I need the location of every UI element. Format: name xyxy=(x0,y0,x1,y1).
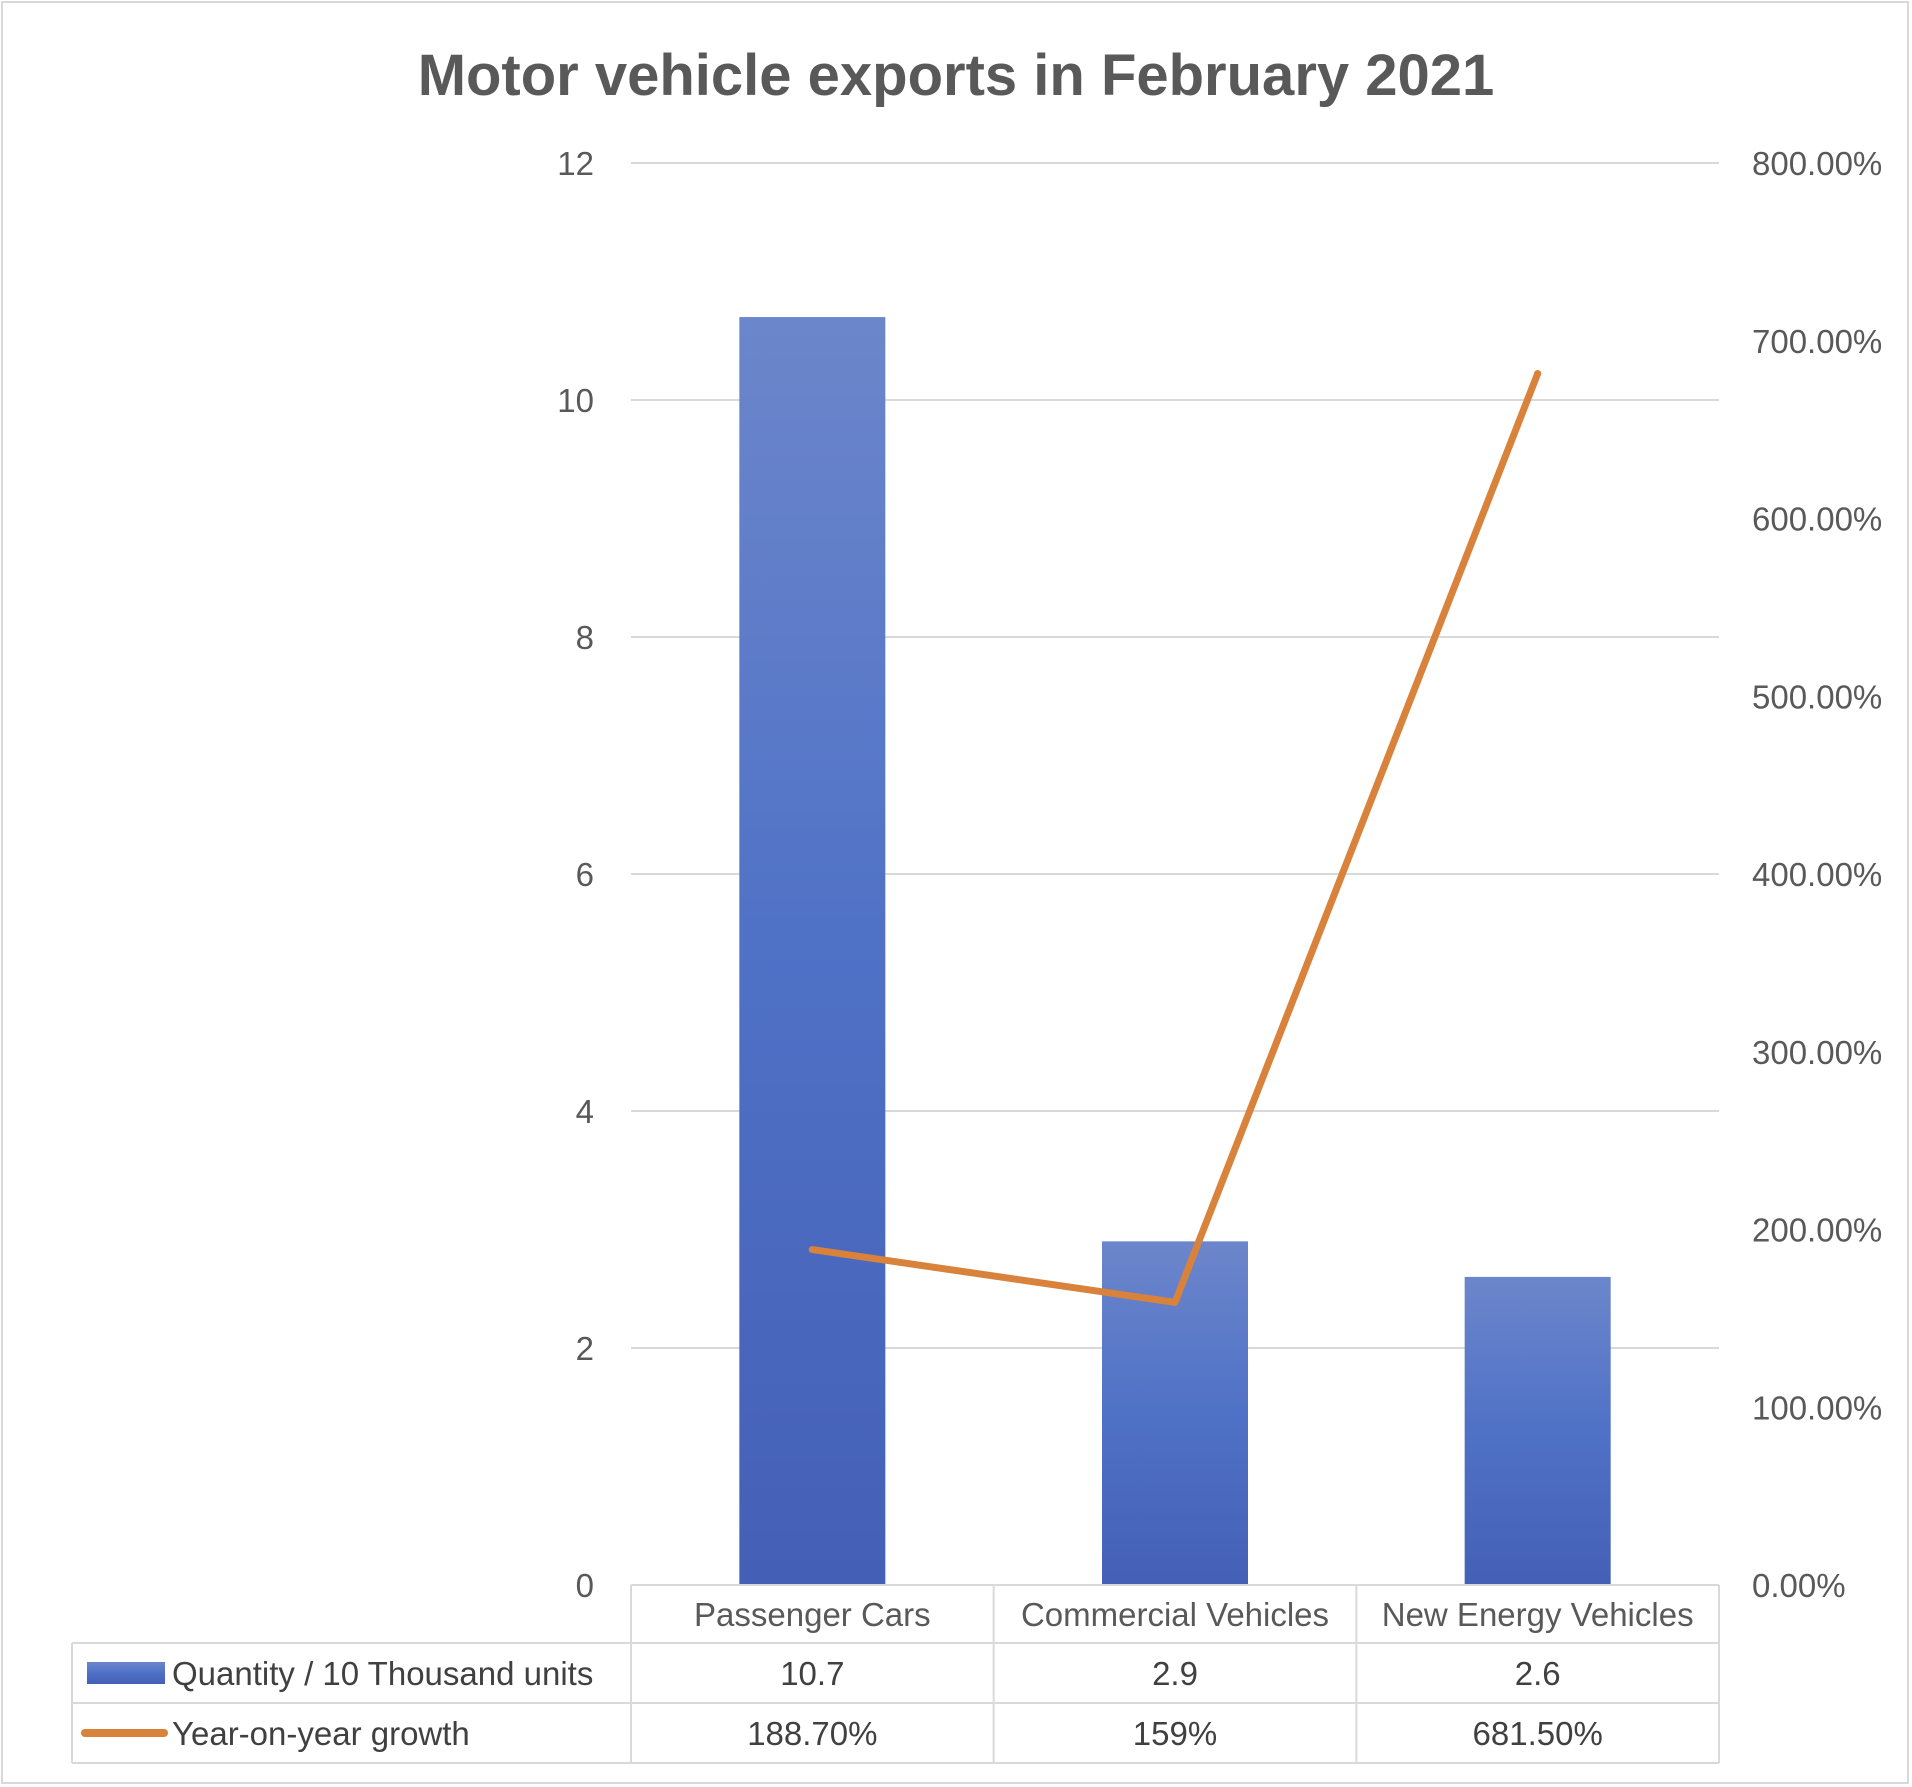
bar-series xyxy=(739,317,1611,1585)
y-left-tick-label: 0 xyxy=(576,1567,594,1604)
growth-line xyxy=(808,370,1542,1306)
line-point xyxy=(808,1246,816,1254)
category-label: New Energy Vehicles xyxy=(1382,1596,1694,1633)
category-label: Commercial Vehicles xyxy=(1021,1596,1329,1633)
legend-series-name: Quantity / 10 Thousand units xyxy=(172,1655,593,1692)
line-series xyxy=(808,370,1542,1306)
y-left-tick-label: 2 xyxy=(576,1330,594,1367)
y-right-tick-label: 0.00% xyxy=(1752,1567,1846,1604)
data-label: 159% xyxy=(1133,1715,1217,1752)
data-label: 681.50% xyxy=(1473,1715,1603,1752)
y-right-tick-label: 500.00% xyxy=(1752,678,1882,715)
y-right-tick-label: 800.00% xyxy=(1752,145,1882,182)
y-right-tick-label: 100.00% xyxy=(1752,1389,1882,1426)
y-right-tick-label: 300.00% xyxy=(1752,1034,1882,1071)
bar xyxy=(739,317,886,1585)
y-left-tick-label: 4 xyxy=(576,1093,594,1130)
y-right-tick-label: 400.00% xyxy=(1752,856,1882,893)
y-left-tick-label: 12 xyxy=(557,145,594,182)
bar xyxy=(1464,1276,1611,1585)
legend-series-name: Year-on-year growth xyxy=(172,1715,470,1752)
category-label: Passenger Cars xyxy=(694,1596,931,1633)
data-table: Passenger Cars Commercial Vehicles New Ene… xyxy=(71,1584,1720,1764)
data-label: 10.7 xyxy=(780,1655,844,1692)
y-right-tick-label: 200.00% xyxy=(1752,1212,1882,1249)
y-left-tick-label: 6 xyxy=(576,856,594,893)
chart-title: Motor vehicle exports in February 2021 xyxy=(418,43,1495,108)
line-point xyxy=(1534,370,1542,378)
data-label: 2.6 xyxy=(1515,1655,1561,1692)
line-point xyxy=(1171,1298,1179,1306)
data-label: 2.9 xyxy=(1152,1655,1198,1692)
y-left-tick-label: 10 xyxy=(557,382,594,419)
y-left-tick-label: 8 xyxy=(576,619,594,656)
axis-tick-labels: 0 2 4 6 8 10 12 0.00% 100.00% 200.00% 300.00% 400.0… xyxy=(557,145,1882,1604)
y-right-tick-label: 700.00% xyxy=(1752,323,1882,360)
data-label: 188.70% xyxy=(747,1715,877,1752)
legend-bar-swatch xyxy=(87,1662,165,1684)
y-right-tick-label: 600.00% xyxy=(1752,501,1882,538)
